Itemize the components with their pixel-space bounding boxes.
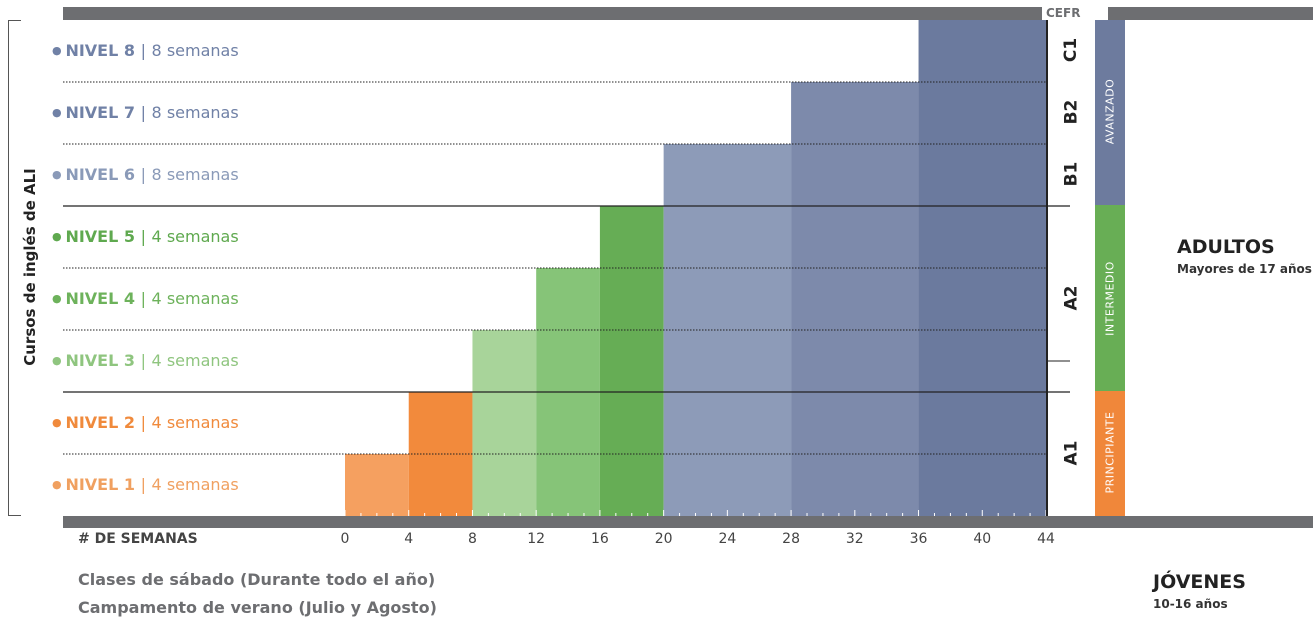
level-name: NIVEL 1 bbox=[65, 475, 135, 494]
bullet-icon: ● bbox=[52, 168, 66, 181]
adultos-subtitle: Mayores de 17 años bbox=[1177, 262, 1312, 276]
level-weeks: 4 semanas bbox=[151, 289, 239, 308]
intermedio-label: INTERMEDIO bbox=[1103, 261, 1117, 336]
level-separator: | bbox=[140, 165, 146, 184]
top-bar-left bbox=[63, 7, 1042, 20]
cefr-level-c1: C1 bbox=[1061, 37, 1082, 63]
jovenes-title: JÓVENES bbox=[1153, 571, 1246, 593]
level-name: NIVEL 4 bbox=[65, 289, 135, 308]
level-label: ● NIVEL 2 | 4 semanas bbox=[52, 413, 239, 432]
level-separator: | bbox=[140, 227, 146, 246]
level-weeks: 4 semanas bbox=[151, 227, 239, 246]
bullet-icon: ● bbox=[52, 292, 66, 305]
principiante-label: PRINCIPIANTE bbox=[1103, 411, 1117, 494]
level-label: ● NIVEL 7 | 8 semanas bbox=[52, 103, 239, 122]
level-label: ● NIVEL 4 | 4 semanas bbox=[52, 289, 239, 308]
bullet-icon: ● bbox=[52, 354, 66, 367]
level-separator: | bbox=[140, 351, 146, 370]
tick-label: 16 bbox=[590, 531, 609, 547]
bullet-icon: ● bbox=[52, 230, 66, 243]
level-label: ● NIVEL 3 | 4 semanas bbox=[52, 351, 239, 370]
avanzado-bar bbox=[1095, 20, 1125, 205]
intermedio-bar bbox=[1095, 205, 1125, 391]
cefr-level-a1: A1 bbox=[1061, 440, 1082, 466]
bullet-icon: ● bbox=[52, 44, 66, 57]
principiante-bar bbox=[1095, 391, 1125, 516]
level-weeks: 8 semanas bbox=[151, 165, 239, 184]
level-label: ● NIVEL 1 | 4 semanas bbox=[52, 475, 239, 494]
bar-nivel-1 bbox=[345, 454, 409, 516]
level-separator: | bbox=[140, 475, 146, 494]
level-label: ● NIVEL 5 | 4 semanas bbox=[52, 227, 239, 246]
tick-label: 28 bbox=[782, 531, 800, 547]
tick-label: 24 bbox=[718, 531, 737, 547]
tick-label: 0 bbox=[340, 531, 350, 547]
top-bar-right bbox=[1108, 7, 1313, 20]
level-name: NIVEL 6 bbox=[65, 165, 135, 184]
bar-nivel-3 bbox=[472, 330, 537, 516]
tick-label: 32 bbox=[845, 531, 864, 547]
level-weeks: 8 semanas bbox=[151, 103, 239, 122]
level-name: NIVEL 2 bbox=[65, 413, 135, 432]
tick-label: 44 bbox=[1037, 531, 1055, 547]
avanzado-label: AVANZADO bbox=[1103, 78, 1117, 145]
tick-label: 40 bbox=[973, 531, 992, 547]
level-name: NIVEL 7 bbox=[65, 103, 135, 122]
tick-label: 36 bbox=[909, 531, 928, 547]
cefr-header: CEFR bbox=[1042, 6, 1108, 20]
cefr-level-a2: A2 bbox=[1061, 285, 1082, 311]
level-weeks: 8 semanas bbox=[151, 41, 239, 60]
left-bracket bbox=[8, 20, 21, 516]
cefr-level-b1: B1 bbox=[1061, 161, 1082, 187]
tick-label: 4 bbox=[404, 531, 414, 547]
bullet-icon: ● bbox=[52, 416, 66, 429]
cefr-column-line bbox=[1046, 20, 1048, 516]
level-separator: | bbox=[140, 41, 146, 60]
axis-label: # DE SEMANAS bbox=[78, 531, 198, 547]
note-saturday-classes: Clases de sábado (Durante todo el año) bbox=[78, 570, 436, 589]
note-summer-camp: Campamento de verano (Julio y Agosto) bbox=[78, 598, 437, 617]
adultos-title: ADULTOS bbox=[1177, 236, 1275, 258]
level-weeks: 4 semanas bbox=[151, 475, 239, 494]
level-name: NIVEL 3 bbox=[65, 351, 135, 370]
tick-label: 12 bbox=[527, 531, 546, 547]
bar-nivel-5 bbox=[599, 206, 664, 516]
cefr-level-b2: B2 bbox=[1061, 99, 1082, 125]
level-weeks: 4 semanas bbox=[151, 413, 239, 432]
level-weeks: 4 semanas bbox=[151, 351, 239, 370]
level-label: ● NIVEL 8 | 8 semanas bbox=[52, 41, 239, 60]
bottom-bar bbox=[63, 516, 1313, 528]
tick-label: 20 bbox=[654, 531, 673, 547]
level-separator: | bbox=[140, 289, 146, 308]
level-separator: | bbox=[140, 103, 146, 122]
bar-nivel-7 bbox=[791, 82, 919, 516]
tick-label: 8 bbox=[467, 531, 477, 547]
bar-nivel-2 bbox=[408, 392, 473, 516]
level-name: NIVEL 5 bbox=[65, 227, 135, 246]
level-label: ● NIVEL 6 | 8 semanas bbox=[52, 165, 239, 184]
bullet-icon: ● bbox=[52, 478, 66, 491]
level-separator: | bbox=[140, 413, 146, 432]
level-name: NIVEL 8 bbox=[65, 41, 135, 60]
bullet-icon: ● bbox=[52, 106, 66, 119]
jovenes-subtitle: 10-16 años bbox=[1153, 597, 1228, 611]
